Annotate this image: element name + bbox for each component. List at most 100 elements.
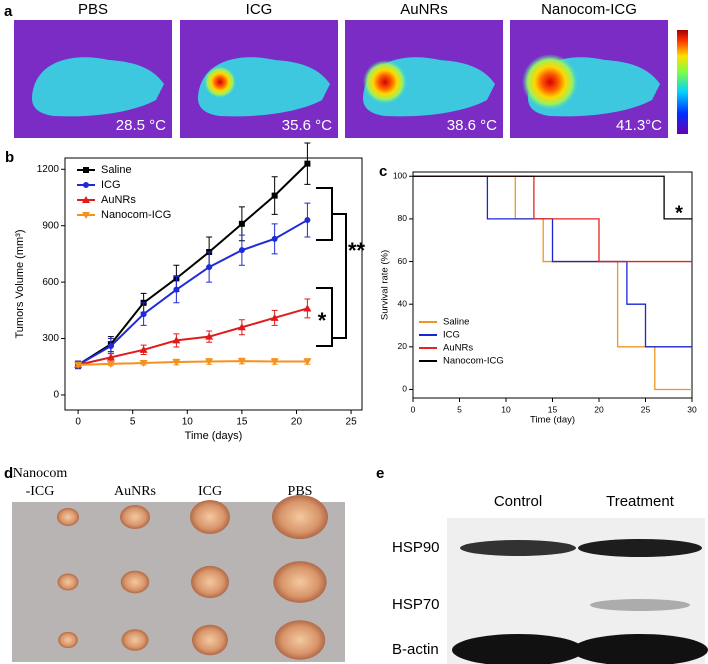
x-tick-label: 25 xyxy=(641,404,651,414)
legend-label: AuNRs xyxy=(443,343,473,354)
marker xyxy=(304,160,311,167)
column-label: -ICG xyxy=(26,484,55,499)
legend-marker xyxy=(83,167,89,173)
x-tick-label: 10 xyxy=(501,404,511,414)
y-tick-label: 1200 xyxy=(37,164,60,175)
x-tick-label: 20 xyxy=(291,417,303,428)
column-label: PBS xyxy=(288,484,313,499)
y-tick-label: 600 xyxy=(42,277,59,288)
series-line xyxy=(413,175,692,348)
temperature: 41.3°C xyxy=(616,117,662,134)
y-axis-label: Tumors Volume (mm³) xyxy=(14,230,26,339)
y-tick-label: 60 xyxy=(398,256,408,266)
series-line xyxy=(77,307,308,366)
marker xyxy=(74,361,83,369)
row-label: B-actin xyxy=(392,641,439,658)
image-title: Nanocom-ICG xyxy=(541,1,637,18)
x-axis-label: Time (day) xyxy=(530,415,575,426)
image-title: AuNRs xyxy=(400,1,448,18)
x-tick-label: 15 xyxy=(548,404,558,414)
marker xyxy=(106,353,115,361)
blot-band xyxy=(452,634,584,664)
panel-label: c xyxy=(379,163,387,180)
annotation: ** xyxy=(348,238,366,263)
color-bar xyxy=(677,30,688,134)
legend-label: ICG xyxy=(443,330,460,341)
x-tick-label: 15 xyxy=(236,417,248,428)
legend-label: ICG xyxy=(101,179,121,191)
series-line xyxy=(77,162,309,366)
blot-band xyxy=(460,540,576,556)
hot-spot xyxy=(522,54,578,110)
marker xyxy=(172,359,181,367)
marker xyxy=(271,235,278,242)
panel-label: e xyxy=(376,465,384,482)
x-tick-label: 0 xyxy=(75,417,81,428)
marker xyxy=(139,359,148,367)
y-tick-label: 900 xyxy=(42,220,59,231)
marker xyxy=(140,311,147,318)
tumor xyxy=(191,565,229,599)
marker xyxy=(238,220,245,227)
blot-band xyxy=(578,539,702,557)
marker xyxy=(303,304,312,312)
legend-label: Nanocom-ICG xyxy=(101,209,171,221)
temperature: 28.5 °C xyxy=(116,117,166,134)
tumor xyxy=(57,508,79,526)
y-tick-label: 0 xyxy=(53,390,59,401)
mouse-body xyxy=(32,57,164,117)
temperature: 38.6 °C xyxy=(447,117,497,134)
marker xyxy=(107,343,114,350)
x-tick-label: 30 xyxy=(687,404,697,414)
row-label: HSP90 xyxy=(392,539,440,556)
column-label: AuNRs xyxy=(114,484,156,499)
tumor xyxy=(274,620,326,660)
x-tick-label: 25 xyxy=(346,417,358,428)
legend-marker xyxy=(82,212,90,219)
legend-marker xyxy=(83,182,89,188)
marker xyxy=(270,313,279,321)
marker xyxy=(139,345,148,353)
legend-label: Nanocom-ICG xyxy=(443,356,504,367)
marker xyxy=(237,358,246,366)
marker xyxy=(172,336,181,344)
tumor xyxy=(120,505,150,529)
panel-label: a xyxy=(4,3,13,20)
panel-label: b xyxy=(5,149,14,166)
tumor xyxy=(120,570,150,594)
marker xyxy=(173,286,180,293)
row-label: HSP70 xyxy=(392,596,440,613)
y-axis-label: Survival rate (%) xyxy=(380,250,391,320)
annotation: * xyxy=(675,202,683,224)
y-tick-label: 40 xyxy=(398,298,408,308)
marker xyxy=(106,360,115,368)
y-tick-label: 100 xyxy=(393,171,407,181)
y-tick-label: 80 xyxy=(398,213,408,223)
x-tick-label: 0 xyxy=(411,404,416,414)
legend-label: AuNRs xyxy=(101,194,136,206)
column-label: Control xyxy=(494,493,542,510)
image-title: ICG xyxy=(246,1,273,18)
tumor xyxy=(273,561,327,603)
y-tick-label: 300 xyxy=(42,333,59,344)
marker xyxy=(205,332,214,340)
legend-label: Saline xyxy=(101,164,132,176)
x-tick-label: 20 xyxy=(594,404,604,414)
legend-marker xyxy=(82,196,90,203)
x-axis-label: Time (days) xyxy=(185,430,243,442)
tumor xyxy=(121,629,149,651)
x-tick-label: 5 xyxy=(130,417,136,428)
temperature: 35.6 °C xyxy=(282,117,332,134)
y-tick-label: 20 xyxy=(398,341,408,351)
annotation: * xyxy=(318,308,327,333)
tumor xyxy=(57,573,79,591)
series-line xyxy=(78,360,308,366)
bracket xyxy=(316,187,347,347)
blot-band xyxy=(590,599,690,611)
x-tick-label: 5 xyxy=(457,404,462,414)
tumor xyxy=(192,624,228,656)
marker xyxy=(238,247,245,254)
tumor xyxy=(190,500,230,534)
legend-label: Saline xyxy=(443,317,469,328)
